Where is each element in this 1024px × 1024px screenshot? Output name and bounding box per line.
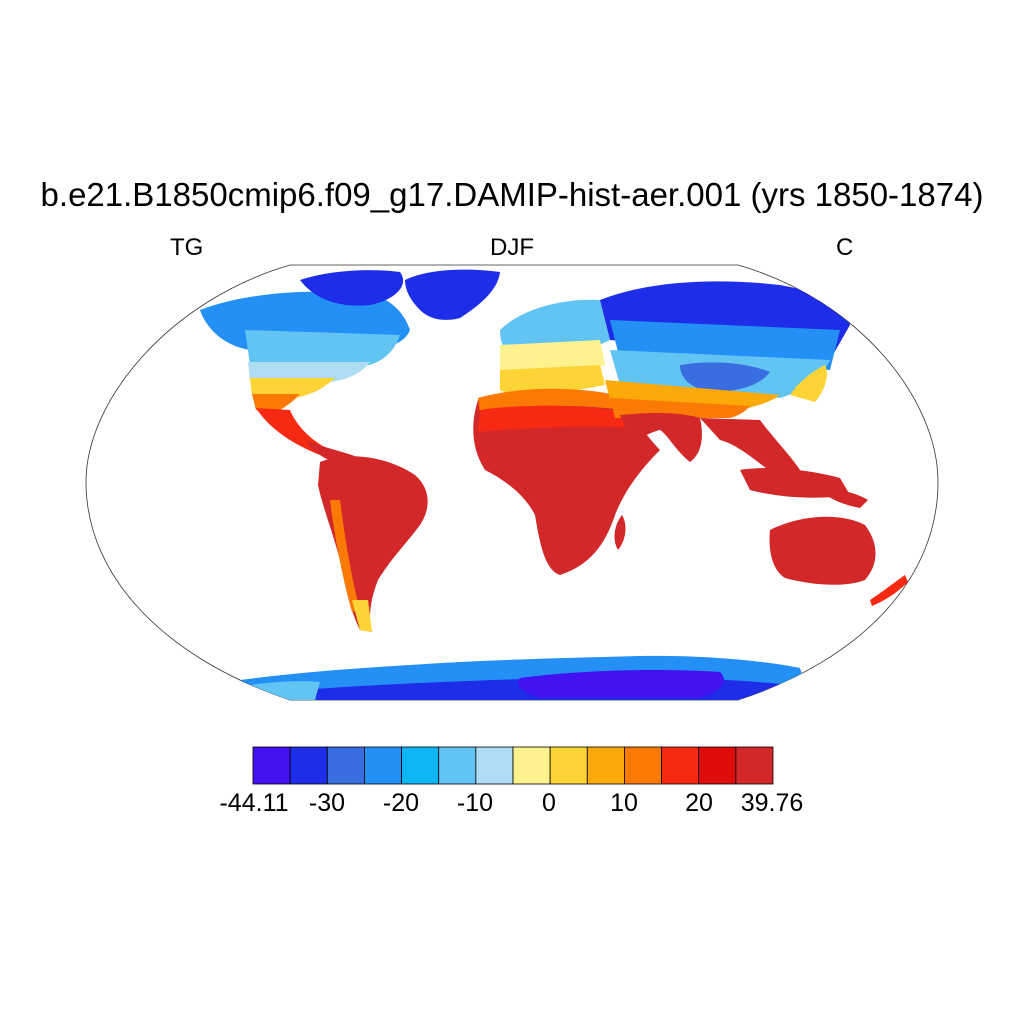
greenland-landmass [405,269,500,320]
colorbar-swatch [698,746,737,785]
colorbar-swatch [289,746,328,785]
colorbar [252,746,774,785]
maritime-southeast-asia [740,467,868,508]
colorbar-label: 20 [685,789,713,817]
asia-landmass [600,281,850,478]
antarctica-landmass [230,655,810,700]
plot-title: b.e21.B1850cmip6.f09_g17.DAMIP-hist-aer.… [40,176,984,213]
africa-landmass [473,388,660,575]
season-label: DJF [490,234,534,261]
colorbar-swatch [586,746,625,785]
units-label: C [836,234,854,261]
australia-landmass [769,516,876,585]
colorbar-swatch [661,746,700,785]
colorbar-swatch [364,746,402,785]
colorbar-swatch [549,746,588,785]
colorbar-label: -44.11 [219,789,289,817]
colorbar-label: 10 [610,789,638,817]
colorbar-swatch [735,746,774,785]
colorbar-swatch [401,746,440,785]
colorbar-swatch [438,746,477,785]
colorbar-swatch [512,746,551,785]
variable-label: TG [170,234,204,261]
colorbar-label: 0 [542,789,556,817]
colorbar-swatch [326,746,365,785]
colorbar-label: -10 [456,789,494,817]
south-america-landmass [318,456,428,632]
colorbar-swatch [475,746,514,785]
colorbar-swatch [624,746,662,785]
colorbar-label: -20 [382,789,420,817]
colorbar-swatch [252,746,291,785]
europe-landmass [500,299,610,395]
new-zealand-landmass [870,575,908,606]
colorbar-label: -30 [308,789,346,817]
colorbar-label: 39.76 [740,789,804,817]
